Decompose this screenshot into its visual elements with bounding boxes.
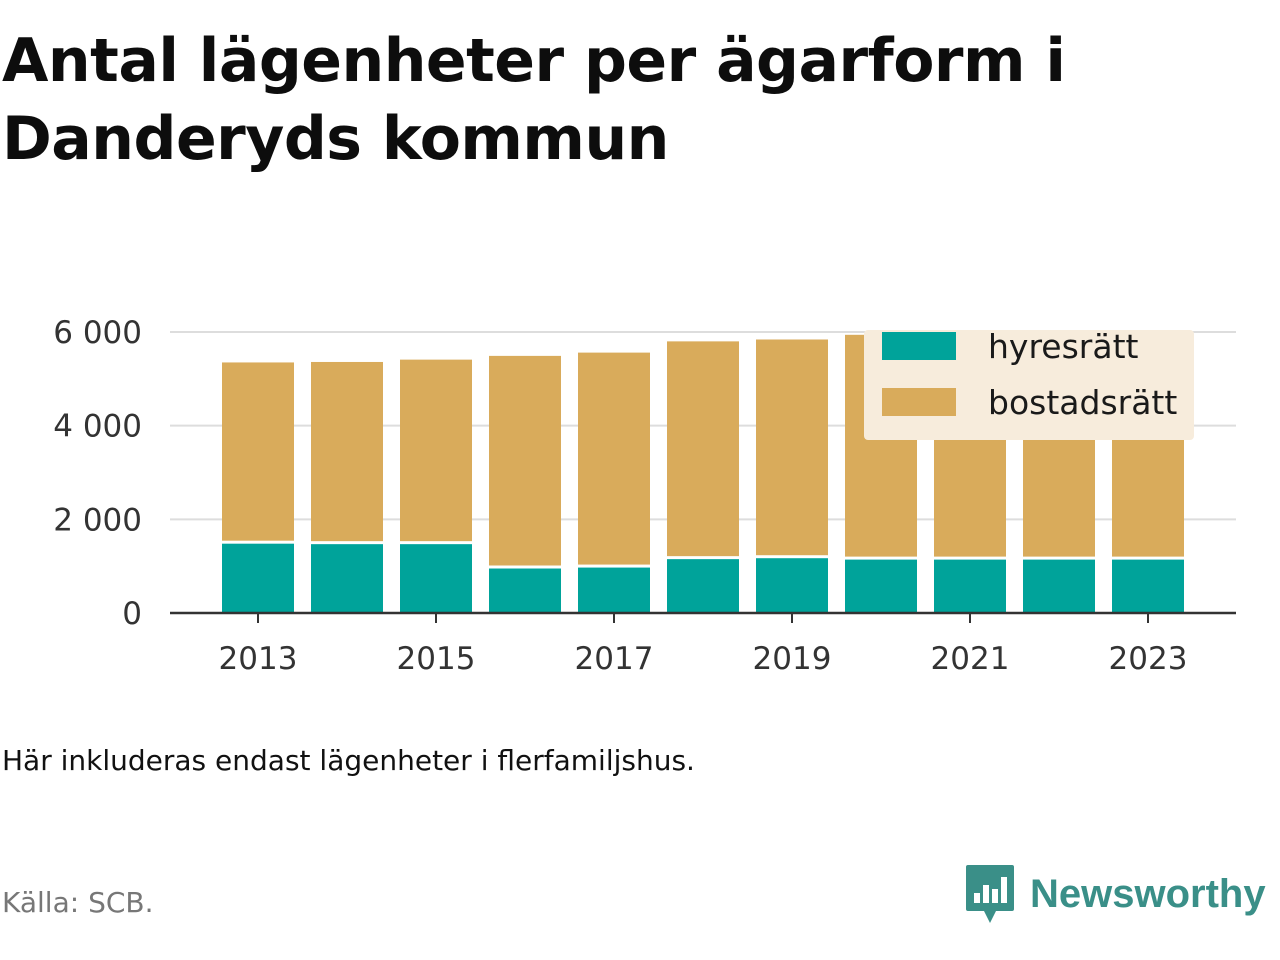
legend: hyresrätt bostadsrätt [864,327,1194,440]
bar-bostadsratt-2019 [756,339,828,556]
y-axis-ticks: 0 2 000 4 000 6 000 [53,315,142,632]
chart-note: Här inkluderas endast lägenheter i flerf… [2,744,695,777]
brand-logo: Newsworthy [964,862,1266,926]
legend-swatch [882,388,956,416]
bar-bostadsratt-2014 [311,361,383,542]
x-tick-label: 2023 [1109,641,1188,677]
bar-hyresratt-2015 [400,544,472,613]
y-tick-label: 4 000 [53,409,142,445]
legend-label: hyresrätt [988,327,1139,366]
bar-hyresratt-2023 [1112,559,1184,613]
source-text: Källa: SCB. [2,886,154,919]
x-tick-label: 2013 [219,641,298,677]
bar-hyresratt-2022 [1023,559,1095,613]
legend-swatch [882,332,956,360]
x-tick-label: 2021 [931,641,1010,677]
x-axis-ticks: 2013 2015 2017 2019 2021 2023 [219,613,1188,677]
bar-bostadsratt-2013 [222,362,294,541]
legend-label: bostadsrätt [988,383,1177,422]
x-tick-label: 2015 [397,641,476,677]
y-tick-label: 2 000 [53,502,142,538]
x-tick-label: 2019 [753,641,832,677]
newsworthy-logo-icon [966,865,1014,923]
bar-hyresratt-2014 [311,544,383,613]
bar-bostadsratt-2018 [667,341,739,557]
bar-bostadsratt-2017 [578,352,650,565]
bar-hyresratt-2013 [222,543,294,613]
bar-hyresratt-2018 [667,559,739,613]
bar-hyresratt-2020 [845,559,917,613]
bar-hyresratt-2021 [934,559,1006,613]
brand-name: Newsworthy [1030,871,1266,916]
stacked-bar-chart: 0 2 000 4 000 6 000 2013 2015 2017 2019 2021 202… [53,315,1236,677]
x-tick-label: 2017 [575,641,654,677]
bar-hyresratt-2019 [756,558,828,613]
bar-bostadsratt-2016 [489,355,561,566]
bar-bostadsratt-2015 [400,359,472,542]
y-tick-label: 0 [122,596,142,632]
bar-hyresratt-2017 [578,567,650,613]
bar-hyresratt-2016 [489,568,561,613]
chart-title: Antal lägenheter per ägarform i Danderyd… [2,26,1066,174]
y-tick-label: 6 000 [53,315,142,351]
